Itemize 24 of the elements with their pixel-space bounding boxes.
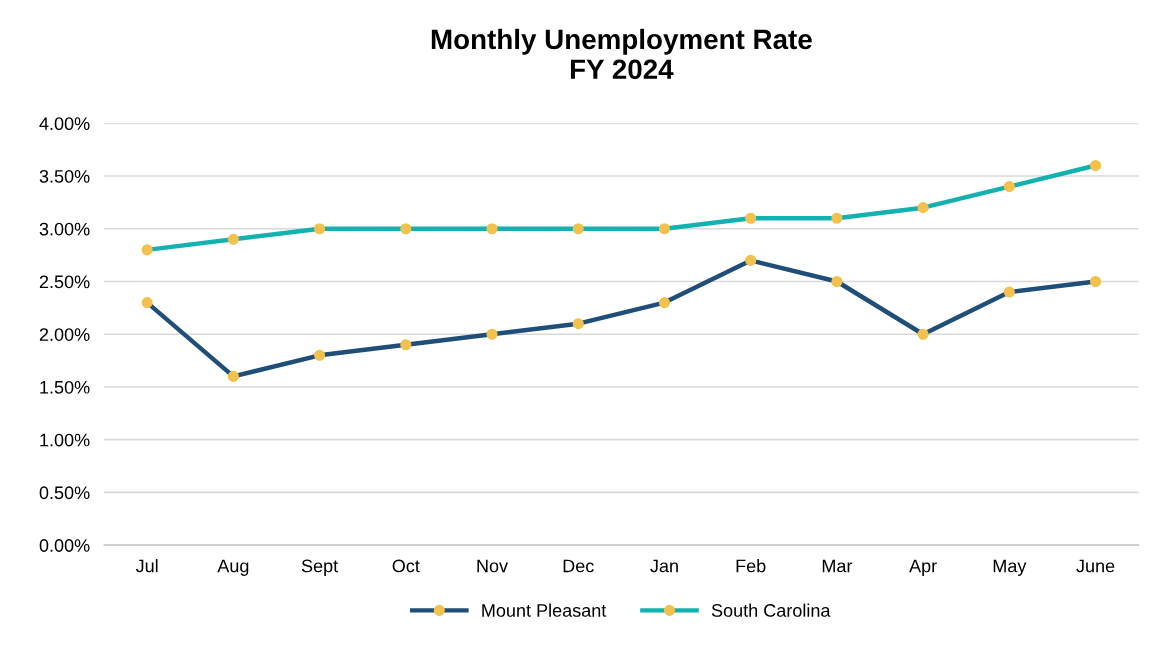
x-tick-label: May — [993, 559, 1027, 576]
x-tick-label: Mar — [822, 559, 853, 573]
x-tick-label: Oct — [392, 559, 420, 573]
x-tick-label: June — [1076, 559, 1115, 573]
x-tick-label: Sept — [301, 559, 339, 576]
y-tick-label: 1.00% — [40, 433, 90, 447]
y-tick-label: 0.50% — [39, 486, 90, 500]
legend-label: South Carolina — [711, 603, 831, 617]
y-tick-label: 0.00% — [39, 539, 90, 552]
x-tick-label: Nov — [477, 559, 509, 573]
x-tick-label: Jul — [135, 559, 158, 573]
x-tick-label: Jan — [650, 559, 678, 573]
y-tick-label: 3.00% — [39, 222, 90, 236]
y-tick-label: 2.00% — [39, 328, 90, 341]
chart-title: Monthly Unemployment Rate FY 2024 — [431, 28, 812, 80]
y-tick-label: 1.50% — [40, 380, 90, 394]
x-tick-label: Aug — [217, 559, 249, 576]
x-tick-label: Feb — [736, 559, 766, 573]
y-tick-label: 2.50% — [39, 275, 90, 289]
y-tick-label: 3.50% — [39, 169, 90, 183]
legend-label: Mount Pleasant — [482, 603, 607, 617]
x-tick-label: Dec — [563, 559, 594, 573]
x-tick-label: Apr — [909, 559, 937, 576]
y-tick-label: 4.00% — [39, 117, 90, 131]
